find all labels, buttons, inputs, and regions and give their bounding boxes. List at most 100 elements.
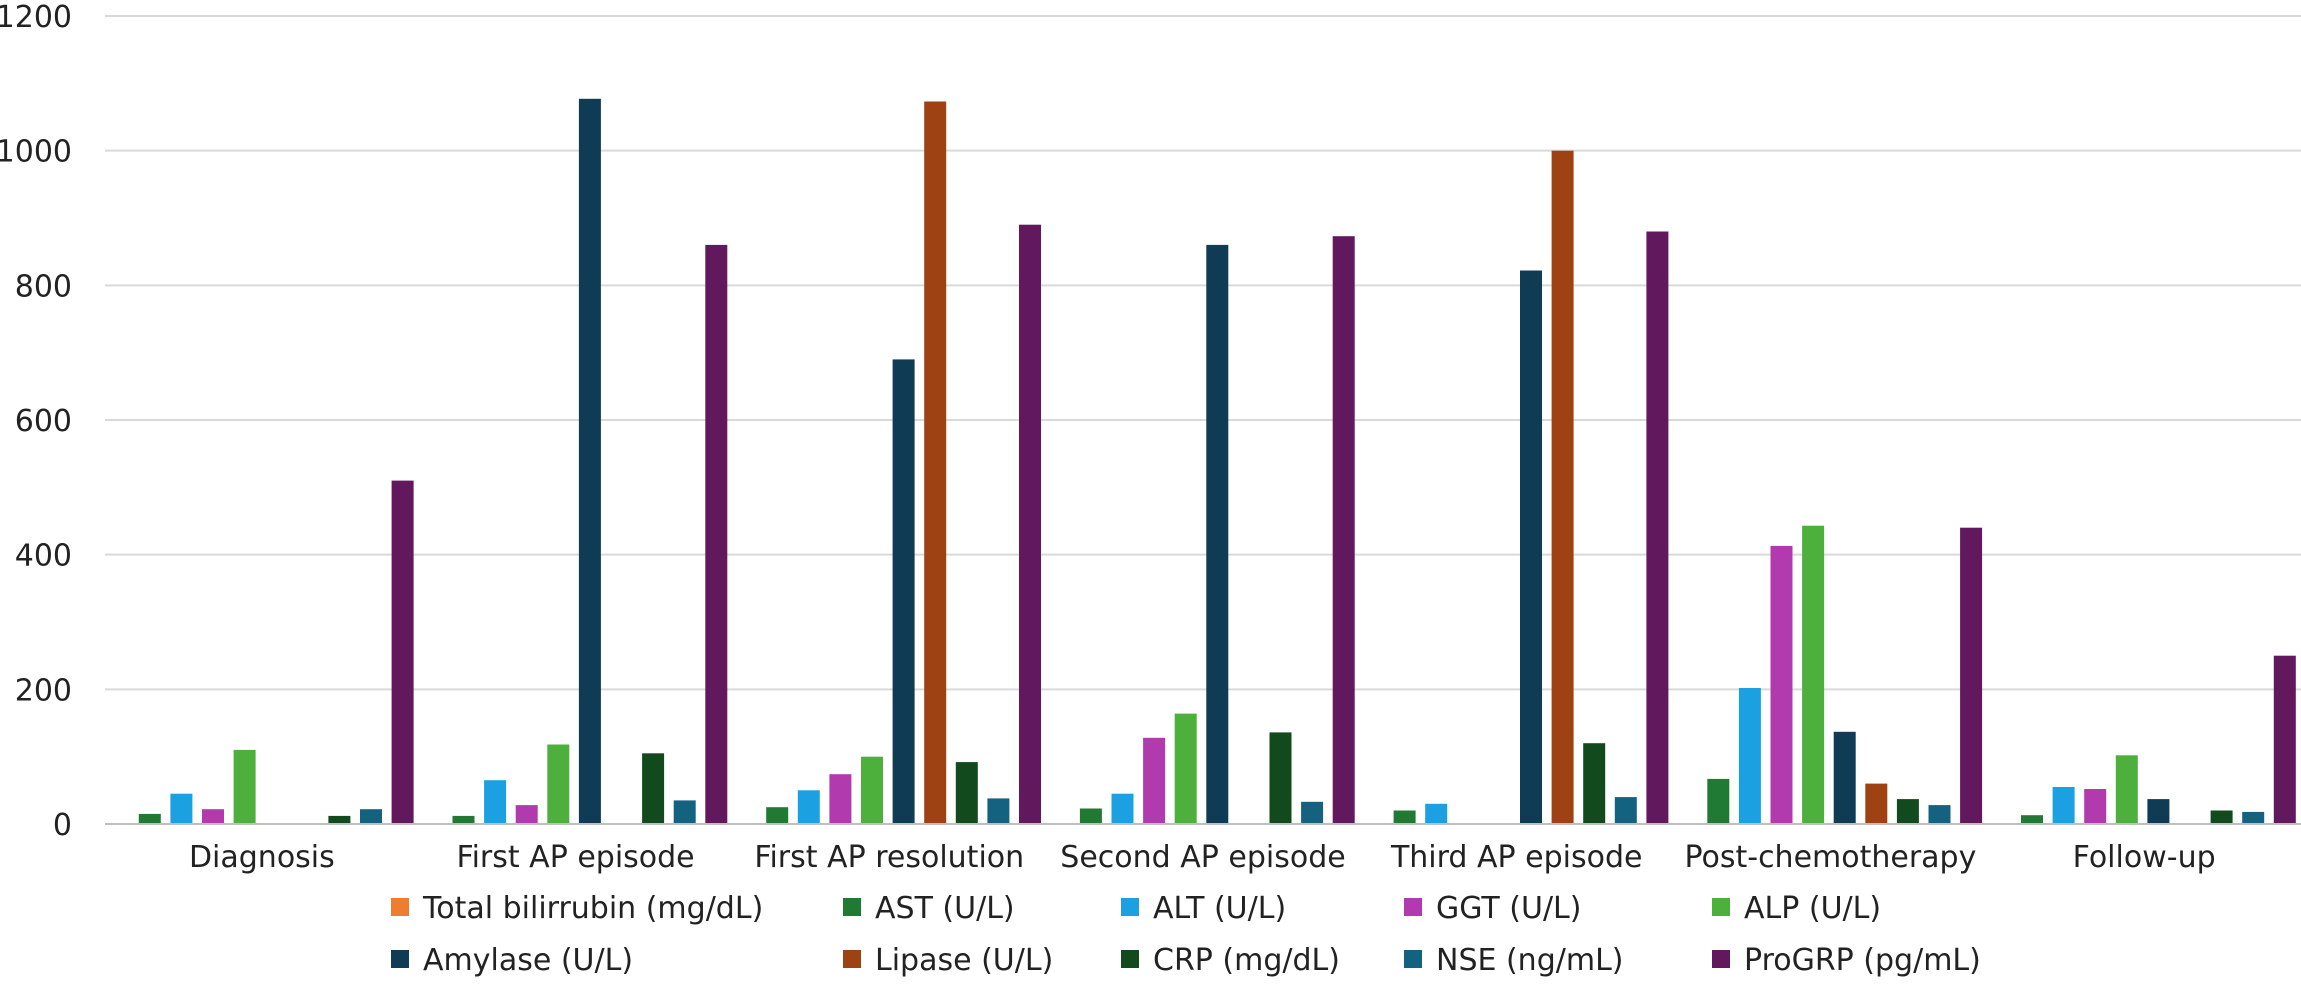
- legend-item: Lipase (U/L): [843, 943, 1053, 978]
- bar: [2210, 810, 2233, 824]
- legend-swatch: [843, 898, 861, 916]
- bar: [2115, 755, 2138, 824]
- y-tick-label: 600: [15, 404, 72, 439]
- legend-item: CRP (mg/dL): [1121, 943, 1340, 978]
- bar: [452, 815, 475, 824]
- legend-swatch: [391, 898, 409, 916]
- legend-swatch: [1712, 898, 1730, 916]
- x-category-label: First AP resolution: [754, 840, 1024, 875]
- y-tick-label: 1200: [0, 0, 72, 35]
- legend-label: Amylase (U/L): [423, 943, 633, 978]
- bar: [2021, 815, 2043, 824]
- legend-swatch: [1404, 950, 1422, 968]
- legend-item: Total bilirrubin (mg/dL): [391, 891, 763, 926]
- bar: [861, 756, 883, 824]
- bar: [2273, 655, 2296, 824]
- legend-item: Amylase (U/L): [391, 943, 633, 978]
- legend-label: ProGRP (pg/mL): [1744, 943, 1981, 978]
- x-category-label: Diagnosis: [189, 840, 335, 875]
- y-tick-label: 800: [15, 269, 72, 304]
- bar: [1206, 244, 1229, 824]
- legend: Total bilirrubin (mg/dL) AST (U/L) ALT (U/…: [391, 891, 1981, 978]
- bar: [2052, 787, 2075, 824]
- legend-item: ProGRP (pg/mL): [1712, 943, 1981, 978]
- bar: [2242, 811, 2265, 824]
- bar: [705, 244, 728, 824]
- legend-item: ALT (U/L): [1121, 891, 1286, 926]
- bar: [766, 807, 789, 824]
- bars: [107, 98, 2296, 825]
- bar: [1111, 793, 1134, 824]
- y-tick-label: 200: [15, 673, 72, 708]
- bar: [202, 809, 224, 824]
- bar: [328, 815, 351, 824]
- x-category-label: First AP episode: [457, 840, 695, 875]
- legend-label: NSE (ng/mL): [1436, 943, 1624, 978]
- bar: [138, 813, 161, 824]
- bar: [391, 480, 414, 824]
- bar: [1960, 527, 1983, 824]
- y-axis-ticks: 0 200 400 600 800 1000 1200: [0, 0, 72, 843]
- bar: [1551, 150, 1574, 824]
- legend-label: Lipase (U/L): [875, 943, 1053, 978]
- bar: [1865, 783, 1888, 824]
- bar: [170, 793, 193, 824]
- legend-label: CRP (mg/dL): [1153, 943, 1340, 978]
- bar: [1079, 808, 1102, 824]
- legend-label: Total bilirrubin (mg/dL): [422, 891, 763, 926]
- x-category-label: Second AP episode: [1060, 840, 1345, 875]
- bar: [1301, 801, 1324, 824]
- bar: [829, 774, 852, 824]
- bar: [578, 98, 601, 825]
- bar: [1425, 803, 1448, 824]
- bar: [360, 809, 382, 824]
- y-tick-label: 0: [53, 808, 72, 843]
- legend-item: NSE (ng/mL): [1404, 943, 1624, 978]
- legend-swatch: [843, 950, 861, 968]
- legend-item: AST (U/L): [843, 891, 1015, 926]
- bar: [1833, 731, 1856, 824]
- bar: [1520, 270, 1542, 824]
- legend-swatch: [391, 950, 409, 968]
- bar: [797, 790, 820, 824]
- bar: [892, 359, 915, 824]
- bar: [1770, 545, 1793, 824]
- legend-swatch: [1404, 898, 1422, 916]
- legend-item: ALP (U/L): [1712, 891, 1881, 926]
- bar: [1614, 797, 1637, 824]
- x-category-label: Follow-up: [2073, 840, 2216, 875]
- bar: [1332, 236, 1355, 824]
- legend-label: GGT (U/L): [1436, 891, 1581, 926]
- bar: [1802, 525, 1825, 824]
- bar: [1583, 743, 1606, 824]
- x-category-label: Third AP episode: [1390, 840, 1643, 875]
- category-labels: Diagnosis First AP episode First AP resolu…: [189, 840, 2216, 875]
- bar: [987, 798, 1010, 824]
- bar: [673, 800, 696, 824]
- bar: [2084, 789, 2107, 824]
- bar: [515, 805, 538, 824]
- bar: [2147, 799, 2170, 824]
- bar: [1269, 732, 1292, 824]
- bar: [924, 101, 947, 824]
- bar: [955, 762, 978, 824]
- y-tick-label: 400: [15, 539, 72, 574]
- gridlines: [105, 15, 2301, 691]
- bar: [1928, 805, 1951, 824]
- bar: [1707, 778, 1730, 824]
- bar: [1896, 799, 1919, 824]
- bar: [547, 744, 570, 824]
- bar: [1646, 231, 1669, 824]
- legend-label: AST (U/L): [875, 891, 1015, 926]
- bar: [1174, 713, 1197, 824]
- bar: [1393, 810, 1416, 824]
- x-category-label: Post-chemotherapy: [1684, 840, 1976, 875]
- legend-label: ALP (U/L): [1744, 891, 1881, 926]
- legend-label: ALT (U/L): [1153, 891, 1286, 926]
- legend-swatch: [1712, 950, 1730, 968]
- legend-swatch: [1121, 950, 1139, 968]
- bar: [1738, 688, 1761, 824]
- bar: [484, 780, 507, 824]
